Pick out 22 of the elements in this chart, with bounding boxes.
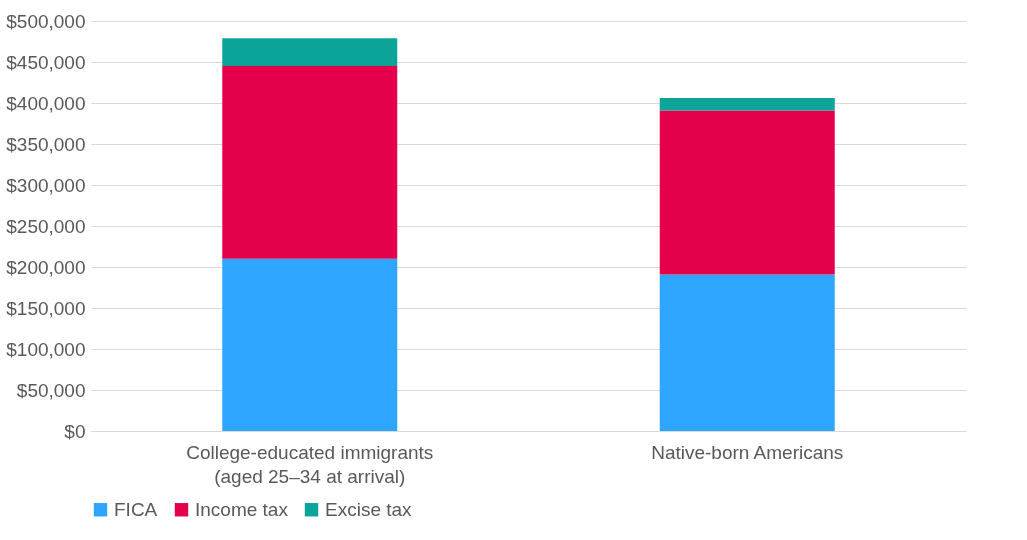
- y-tick-label: $200,000: [6, 256, 86, 278]
- y-tick-label: $500,000: [6, 10, 86, 32]
- x-tick-label: College-educated immigrants (aged 25–34 at arrival): [186, 441, 434, 487]
- y-tick-label: $400,000: [6, 92, 86, 114]
- bar: [659, 98, 835, 111]
- bar: [222, 258, 398, 431]
- bar: [222, 38, 398, 67]
- x-tick-label: Native-born Americans: [651, 441, 844, 463]
- y-tick-label: $350,000: [6, 133, 86, 155]
- bar: [659, 274, 835, 431]
- bar: [659, 110, 835, 275]
- bar: [222, 66, 398, 259]
- y-tick-label: $250,000: [6, 215, 86, 237]
- legend-label: Income tax: [195, 498, 289, 520]
- y-tick-label: $150,000: [6, 297, 86, 319]
- legend-label: FICA: [114, 498, 158, 520]
- legend-label: Excise tax: [325, 498, 413, 520]
- y-tick-label: $100,000: [6, 338, 86, 360]
- y-tick-label: $450,000: [6, 51, 86, 73]
- y-tick-label: $300,000: [6, 174, 86, 196]
- y-tick-label: $50,000: [16, 379, 86, 401]
- y-tick-label: $0: [64, 420, 86, 442]
